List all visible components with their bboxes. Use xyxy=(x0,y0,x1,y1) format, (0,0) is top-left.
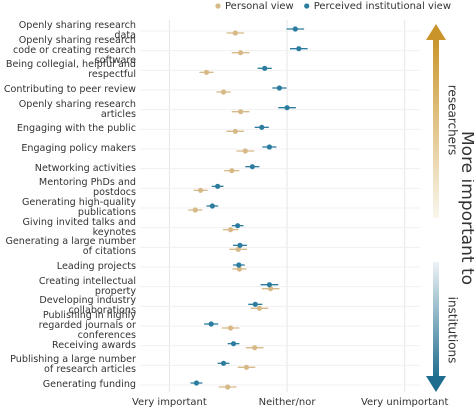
arrow-shaft-top xyxy=(433,38,439,218)
dot xyxy=(229,168,235,174)
dot xyxy=(236,262,242,268)
annotation-main: More important to xyxy=(457,131,474,285)
category-label: Being collegial, helpful and respectful xyxy=(5,59,136,81)
category-label: Publishing in highly regarded journals o… xyxy=(38,310,136,341)
legend-marker xyxy=(304,3,310,9)
legend-marker xyxy=(215,3,221,9)
dot xyxy=(227,227,234,233)
dot xyxy=(259,124,265,130)
dot xyxy=(256,305,263,311)
dot xyxy=(237,242,243,248)
category-label: Generating high-quality publications xyxy=(22,197,136,218)
dot xyxy=(232,128,238,134)
dot xyxy=(266,282,273,288)
dot xyxy=(235,223,241,229)
category-label: Leading projects xyxy=(56,261,136,272)
dot xyxy=(284,105,290,111)
dot xyxy=(208,321,214,327)
legend-label: Perceived institutional view xyxy=(314,1,451,12)
category-label: Contributing to peer review xyxy=(3,84,136,95)
category-label: Networking activities xyxy=(34,162,136,174)
dot xyxy=(243,364,250,370)
dot xyxy=(232,30,238,36)
category-label: Engaging policy makers xyxy=(21,143,136,154)
dot xyxy=(242,148,248,154)
dot xyxy=(266,144,273,150)
dot xyxy=(235,246,241,252)
dot xyxy=(252,345,258,351)
dot xyxy=(249,164,255,170)
dot xyxy=(227,325,234,331)
dot xyxy=(292,26,298,32)
dot xyxy=(237,109,244,115)
category-label: Generating a large number of citations xyxy=(5,236,136,258)
legend-label: Personal view xyxy=(225,1,294,12)
x-tick-label: Neither/nor xyxy=(259,397,317,408)
category-label: Mentoring PhDs and postdocs xyxy=(38,177,136,199)
category-label: Openly sharing research data xyxy=(18,20,136,41)
dot xyxy=(276,85,283,91)
dot xyxy=(220,360,227,366)
category-label: Openly sharing research articles xyxy=(18,98,136,120)
dot xyxy=(262,65,268,71)
category-label: Giving invited talks and keynotes xyxy=(22,216,136,238)
annotation-top: researchers xyxy=(446,85,460,155)
x-tick-label: Very unimportant xyxy=(361,397,449,408)
x-tick-label: Very important xyxy=(132,397,207,408)
dot xyxy=(197,187,204,193)
dot xyxy=(209,203,215,209)
dot xyxy=(225,384,231,390)
dot xyxy=(230,341,237,347)
dot xyxy=(236,266,243,272)
dot xyxy=(252,301,258,307)
arrow-head-top xyxy=(426,24,446,40)
category-label: Openly sharing research code or creating… xyxy=(13,34,136,66)
arrow-head-bottom xyxy=(426,376,446,392)
category-label: Developing industry collaborations xyxy=(39,295,136,317)
category-label: Publishing a large number of research ar… xyxy=(10,354,136,376)
dot xyxy=(220,89,227,95)
category-label: Generating funding xyxy=(42,379,136,390)
dot xyxy=(237,50,244,56)
dot xyxy=(215,183,221,189)
category-label: Receiving awards xyxy=(51,339,136,351)
category-label: Engaging with the public xyxy=(16,123,136,135)
category-label: Creating intellectual property xyxy=(38,275,136,297)
annotation-bottom: institutions xyxy=(446,297,460,364)
dot xyxy=(267,286,274,292)
dot xyxy=(296,46,302,52)
dot xyxy=(203,69,210,75)
dot xyxy=(192,207,198,213)
dot xyxy=(193,380,200,386)
arrow-shaft-bottom xyxy=(433,262,439,378)
